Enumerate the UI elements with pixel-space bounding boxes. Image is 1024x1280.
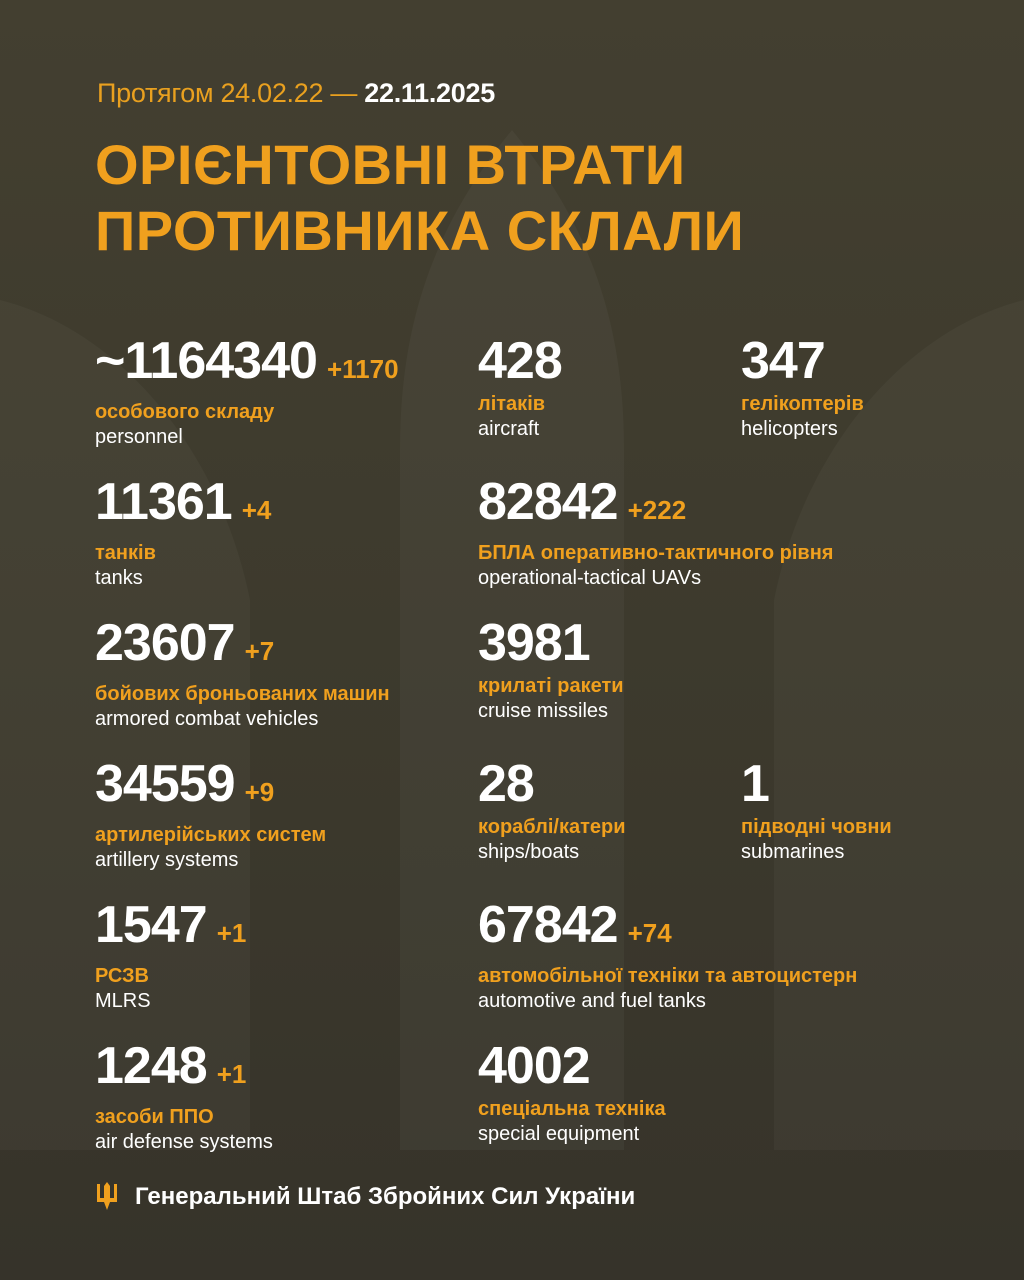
stat-label-ua: гелікоптерів	[741, 393, 864, 415]
stat-automotive-and-fuel-tanks: 67842 +74 автомобільної техніки та автоци…	[478, 897, 857, 1013]
stat-delta: +74	[627, 918, 672, 948]
stat-label-ua: артилерійських систем	[95, 824, 327, 846]
stat-mlrs: 1547 +1 РСЗВ MLRS	[95, 897, 246, 1013]
stat-ships-boats: 28 кораблі/катери ships/boats	[478, 756, 626, 864]
stat-value: 34559 +9	[95, 755, 275, 813]
stat-label-en: air defense systems	[95, 1131, 273, 1153]
stat-cruise-missiles: 3981 крилаті ракети cruise missiles	[478, 615, 624, 723]
stat-label-ua: підводні човни	[741, 816, 892, 838]
stat-delta: +222	[627, 495, 687, 525]
stat-delta: +1	[216, 1059, 247, 1089]
stat-special-equipment: 4002 спеціальна техніка special equipmen…	[478, 1038, 666, 1146]
stat-label-ua: кораблі/катери	[478, 816, 626, 838]
stat-air-defense-systems: 1248 +1 засоби ППО air defense systems	[95, 1038, 273, 1154]
stat-delta: +7	[244, 636, 275, 666]
stat-label-ua: спеціальна техніка	[478, 1098, 666, 1120]
stat-tanks: 11361 +4 танків tanks	[95, 474, 271, 590]
stat-helicopters: 347 гелікоптерів helicopters	[741, 333, 864, 441]
stat-delta: +1	[216, 918, 247, 948]
stat-label-ua: РСЗВ	[95, 965, 149, 987]
stat-label-ua: танків	[95, 542, 156, 564]
trident-icon	[97, 1182, 117, 1210]
stat-label-ua: автомобільної техніки та автоцистерн	[478, 965, 858, 987]
stat-delta: +1170	[326, 354, 399, 384]
stat-aircraft: 428 літаків aircraft	[478, 332, 563, 441]
stat-label-en: MLRS	[95, 990, 151, 1012]
stat-value: 28	[478, 755, 535, 813]
stat-value: 4002	[478, 1037, 591, 1095]
period-line: Протягом 24.02.22 — 22.11.2025	[97, 78, 495, 108]
stat-label-ua: крилаті ракети	[478, 675, 624, 697]
stat-value: 23607 +7	[95, 614, 275, 672]
stat-label-en: cruise missiles	[478, 700, 609, 722]
stat-value: 1	[741, 755, 770, 813]
stat-label-ua: літаків	[478, 393, 546, 415]
stat-value: 1547 +1	[95, 896, 247, 954]
stat-label-ua: засоби ППО	[95, 1106, 214, 1128]
stat-value: 67842 +74	[478, 896, 672, 954]
stat-armored-combat-vehicles: 23607 +7 бойових броньованих машин armore…	[95, 615, 390, 731]
stat-delta: +4	[241, 495, 272, 525]
stat-value: 82842 +222	[478, 473, 687, 531]
stat-value: 3981	[478, 614, 591, 672]
stat-value: ~1164340 +1170	[95, 332, 399, 390]
stat-delta: +9	[244, 777, 275, 807]
stat-value: 428	[478, 332, 563, 390]
stat-value: 347	[741, 332, 826, 390]
stat-submarines: 1 підводні човни submarines	[741, 756, 892, 864]
page-title: ОРІЄНТОВНІ ВТРАТИ ПРОТИВНИКА СКЛАЛИ	[95, 133, 745, 262]
stat-label-en: helicopters	[741, 418, 838, 440]
stat-label-en: submarines	[741, 841, 845, 863]
stat-label-en: artillery systems	[95, 849, 239, 871]
stat-label-en: ships/boats	[478, 841, 580, 863]
stat-value: 1248 +1	[95, 1037, 247, 1095]
stat-label-en: special equipment	[478, 1123, 640, 1145]
stat-artillery-systems: 34559 +9 артилерійських систем artillery …	[95, 756, 326, 872]
stat-label-en: tanks	[95, 567, 143, 589]
stat-label-en: operational-tactical UAVs	[478, 567, 702, 589]
stat-label-ua: бойових броньованих машин	[95, 683, 390, 705]
stat-label-ua: БПЛА оперативно-тактичного рівня	[478, 542, 834, 564]
stat-label-en: armored combat vehicles	[95, 708, 319, 730]
stat-label-en: personnel	[95, 426, 183, 448]
stat-value: 11361 +4	[95, 473, 272, 531]
stat-label-ua: особового складу	[95, 401, 275, 423]
stat-operational-tactical-uavs: 82842 +222 БПЛА оперативно-тактичного рів…	[478, 474, 833, 590]
stat-label-en: automotive and fuel tanks	[478, 990, 706, 1012]
stat-personnel: ~1164340 +1170 особового складу personnel	[95, 333, 399, 449]
footer: Генеральний Штаб Збройних Сил України	[95, 1182, 635, 1212]
stat-label-en: aircraft	[478, 418, 540, 440]
